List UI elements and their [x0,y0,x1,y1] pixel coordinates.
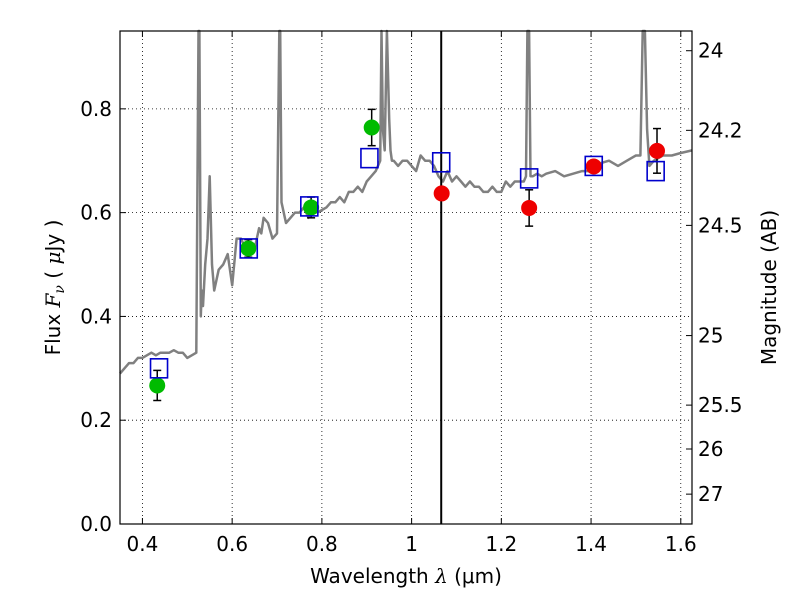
mag-tick-label: 26 [698,437,723,461]
model-sed-line [119,29,693,375]
synthetic-photometry-boxes [149,147,665,379]
x-tick-label: 0.6 [216,532,248,556]
optical-point [149,377,166,394]
y-tick-label: 0.8 [80,97,112,121]
plot-frame [119,30,693,525]
y-tick-label: 0.4 [80,304,112,328]
optical-point [303,199,320,216]
x-tick-label: 1.6 [665,532,697,556]
grid [120,31,692,525]
error-bars [153,108,662,402]
mag-tick-label: 25.5 [698,393,743,417]
mag-tick-label: 24.2 [698,118,743,142]
synthetic-box [584,155,604,177]
mag-tick-label: 24 [698,39,723,63]
synthetic-box [431,151,451,173]
x-tick-label: 1.4 [575,532,607,556]
right-axis-label: Magnitude (AB) [757,210,781,365]
y-tick-label: 0.2 [80,408,112,432]
optical-point [363,119,380,136]
x-axis-label: Wavelength λ (μm) [310,564,502,588]
x-tick-label: 0.4 [127,532,159,556]
axis-ticks: 0.4 0.6 0.8 1 1.2 1.4 1.6 0.0 0.2 0.4 0.6 0.8 24 24.2… [80,31,743,556]
synthetic-box [519,168,539,189]
synthetic-box [646,160,665,182]
nir-point [585,158,602,175]
synthetic-box [300,196,319,217]
x-tick-label: 0.8 [306,532,338,556]
nir-point [433,185,450,202]
x-tick-label: 1.2 [485,532,517,556]
mag-tick-label: 25 [698,324,723,348]
model-sed-series [119,29,693,375]
optical-point [240,240,257,257]
mag-tick-label: 27 [698,482,723,506]
y-tick-label: 0.0 [80,512,112,536]
synthetic-box [360,147,379,169]
synthetic-box [239,238,259,259]
y-axis-label: Flux Fν ( μJy ) [41,220,68,356]
nir-point [649,142,666,159]
photometry-points [149,119,666,394]
y-tick-label: 0.6 [80,201,112,225]
mag-tick-label: 24.5 [698,213,743,237]
x-tick-label: 1 [405,532,418,556]
nir-point [521,199,538,216]
synthetic-box [149,358,169,379]
